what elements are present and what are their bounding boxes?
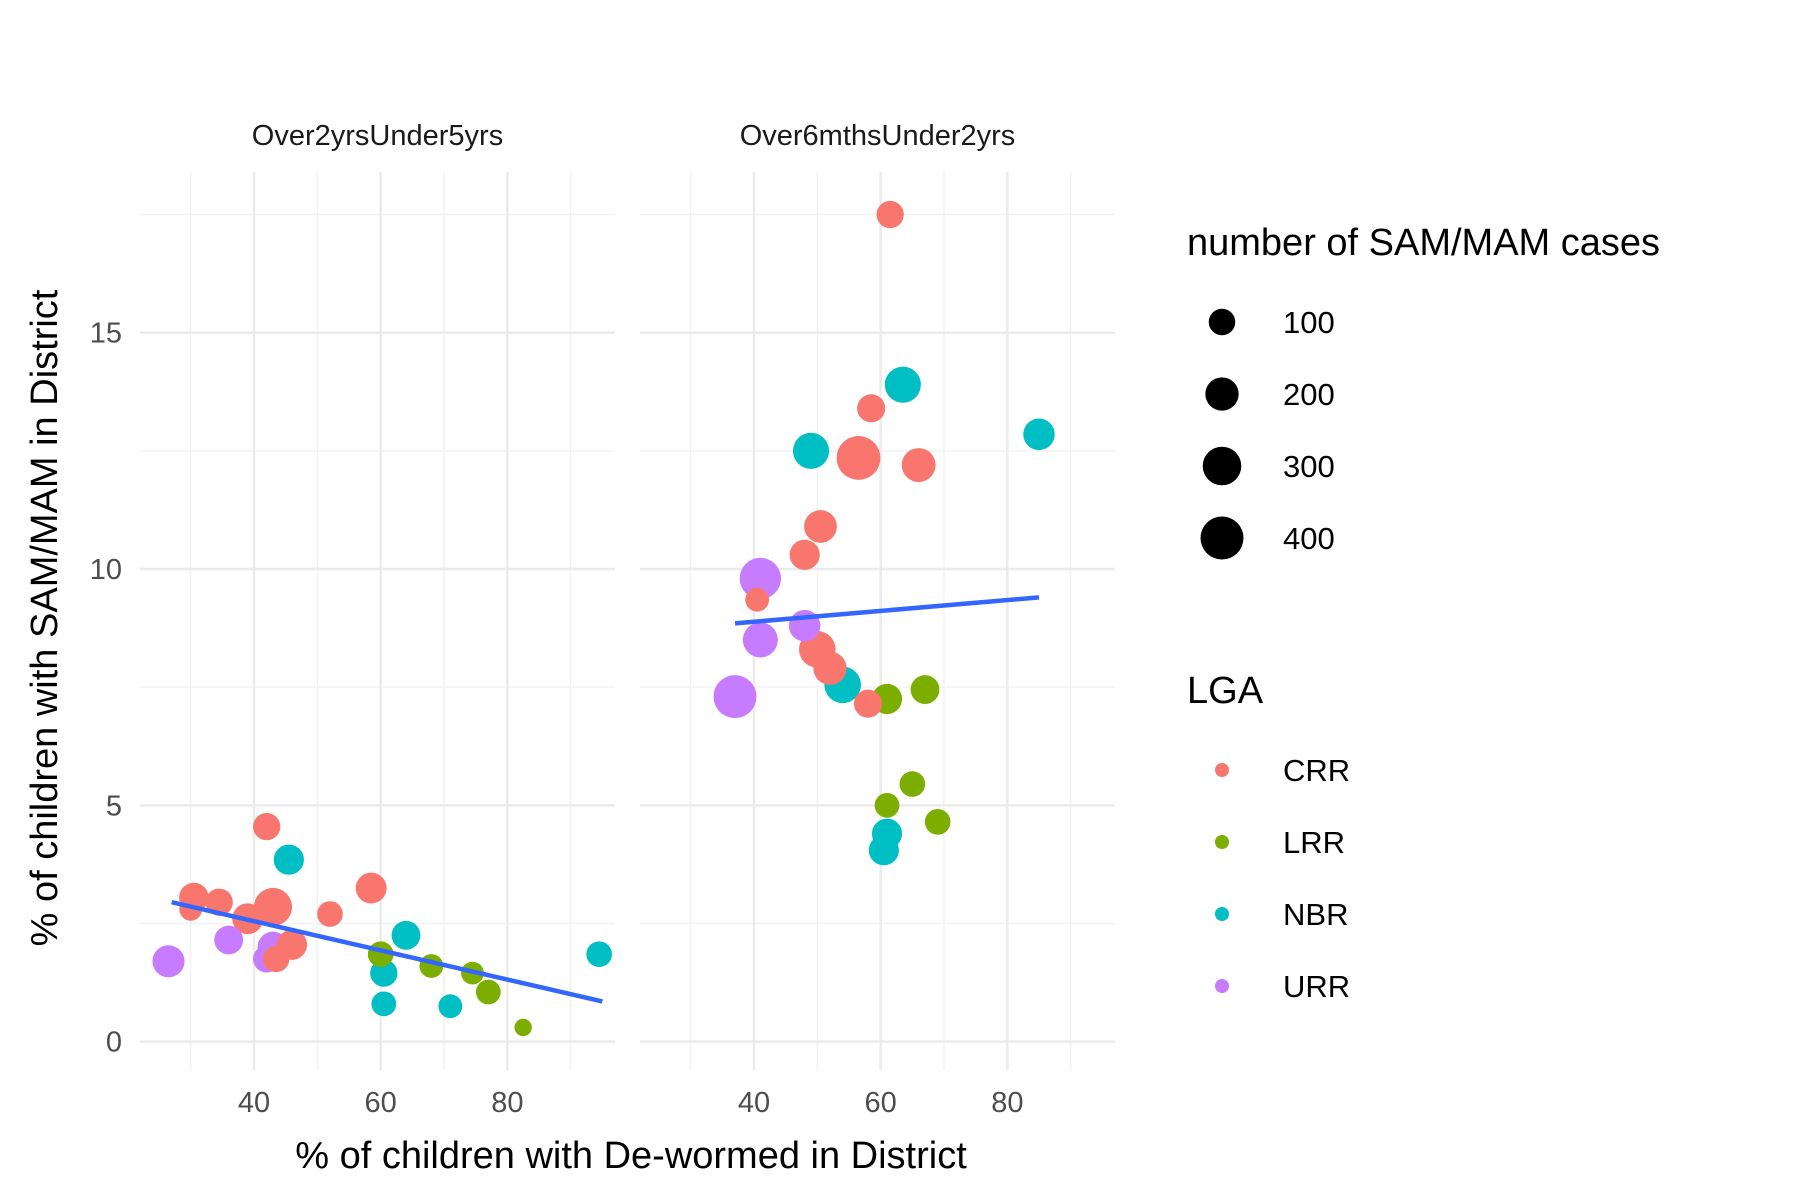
- data-point-crr: [355, 872, 387, 904]
- facet-panels: Over2yrsUnder5yrs 40 60 80 0 5 10 15 Over6mthsUn…: [90, 120, 1115, 1119]
- data-point-lrr: [899, 771, 926, 797]
- size-legend-label: 100: [1283, 305, 1335, 340]
- data-point-urr: [214, 925, 244, 955]
- data-point-crr: [745, 587, 770, 612]
- size-legend-key: [1208, 308, 1236, 336]
- data-point-crr: [836, 436, 881, 480]
- color-legend-label: URR: [1283, 969, 1350, 1004]
- data-point-nbr: [273, 844, 304, 875]
- color-legend-key-lrr: [1215, 835, 1229, 849]
- y-tick-label: 10: [90, 554, 122, 586]
- y-axis-title: % of children with SAM/MAM in District: [24, 289, 66, 946]
- trend-line: [734, 595, 1040, 626]
- data-point-urr: [742, 622, 778, 658]
- data-point-nbr: [868, 835, 899, 866]
- data-point-crr: [857, 394, 886, 423]
- x-tick-label: 80: [991, 1087, 1023, 1119]
- size-legend-label: 300: [1283, 449, 1335, 484]
- data-point-crr: [262, 945, 290, 973]
- y-tick-label: 15: [90, 318, 122, 350]
- data-point-crr: [813, 651, 847, 685]
- size-legend-key: [1200, 516, 1244, 560]
- data-point-crr: [853, 689, 883, 718]
- data-point-nbr: [792, 432, 830, 469]
- trend-line: [171, 900, 603, 1004]
- data-point-crr: [901, 448, 936, 482]
- color-legend-title: LGA: [1187, 670, 1264, 712]
- data-point-crr: [317, 901, 343, 927]
- data-point-crr: [205, 888, 233, 916]
- size-legend-title: number of SAM/MAM cases: [1187, 222, 1660, 264]
- size-legend-key: [1205, 377, 1239, 411]
- size-legend-key: [1202, 446, 1242, 486]
- x-tick-label: 60: [365, 1087, 397, 1119]
- data-point-lrr: [514, 1018, 532, 1037]
- data-point-nbr: [1023, 418, 1055, 451]
- x-tick-label: 60: [865, 1087, 897, 1119]
- data-point-nbr: [391, 920, 421, 950]
- facet-strip-label: Over2yrsUnder5yrs: [252, 120, 503, 152]
- facet-panel: Over2yrsUnder5yrs 40 60 80 0 5 10 15: [90, 120, 615, 1119]
- color-legend-key-urr: [1215, 979, 1229, 993]
- data-point-lrr: [924, 809, 951, 835]
- data-point-lrr: [910, 675, 940, 704]
- y-tick-label: 0: [106, 1027, 122, 1059]
- color-legend-key-crr: [1215, 763, 1229, 777]
- data-point-crr: [253, 812, 281, 841]
- size-legend-label: 200: [1283, 377, 1335, 412]
- facet-strip-label: Over6mthsUnder2yrs: [740, 120, 1016, 152]
- color-legend-key-nbr: [1215, 907, 1229, 921]
- x-axis-title: % of children with De-wormed in District: [295, 1135, 967, 1177]
- color-legend-label: LRR: [1283, 825, 1345, 860]
- data-point-lrr: [874, 792, 900, 818]
- size-legend-label: 400: [1283, 521, 1335, 556]
- data-point-lrr: [475, 979, 501, 1005]
- size-legend: number of SAM/MAM cases 100 200 300 400: [1187, 222, 1660, 560]
- data-point-urr: [739, 557, 781, 600]
- facet-panel: Over6mthsUnder2yrs 40 60 80: [640, 120, 1115, 1119]
- data-point-urr: [713, 675, 757, 719]
- color-legend-label: NBR: [1283, 897, 1348, 932]
- color-legend-label: CRR: [1283, 753, 1350, 788]
- x-tick-label: 40: [738, 1087, 770, 1119]
- data-point-crr: [789, 539, 820, 570]
- data-point-nbr: [371, 991, 397, 1017]
- data-point-nbr: [586, 941, 612, 968]
- data-point-nbr: [438, 994, 463, 1019]
- data-point-nbr: [884, 366, 921, 403]
- color-legend: LGA CRR LRR NBR URR: [1187, 670, 1350, 1004]
- y-tick-label: 5: [106, 790, 122, 822]
- data-point-urr: [152, 945, 185, 978]
- data-point-crr: [876, 200, 904, 229]
- x-tick-label: 80: [491, 1087, 523, 1119]
- x-tick-label: 40: [238, 1087, 270, 1119]
- data-point-crr: [804, 510, 837, 543]
- data-point-crr: [253, 887, 293, 926]
